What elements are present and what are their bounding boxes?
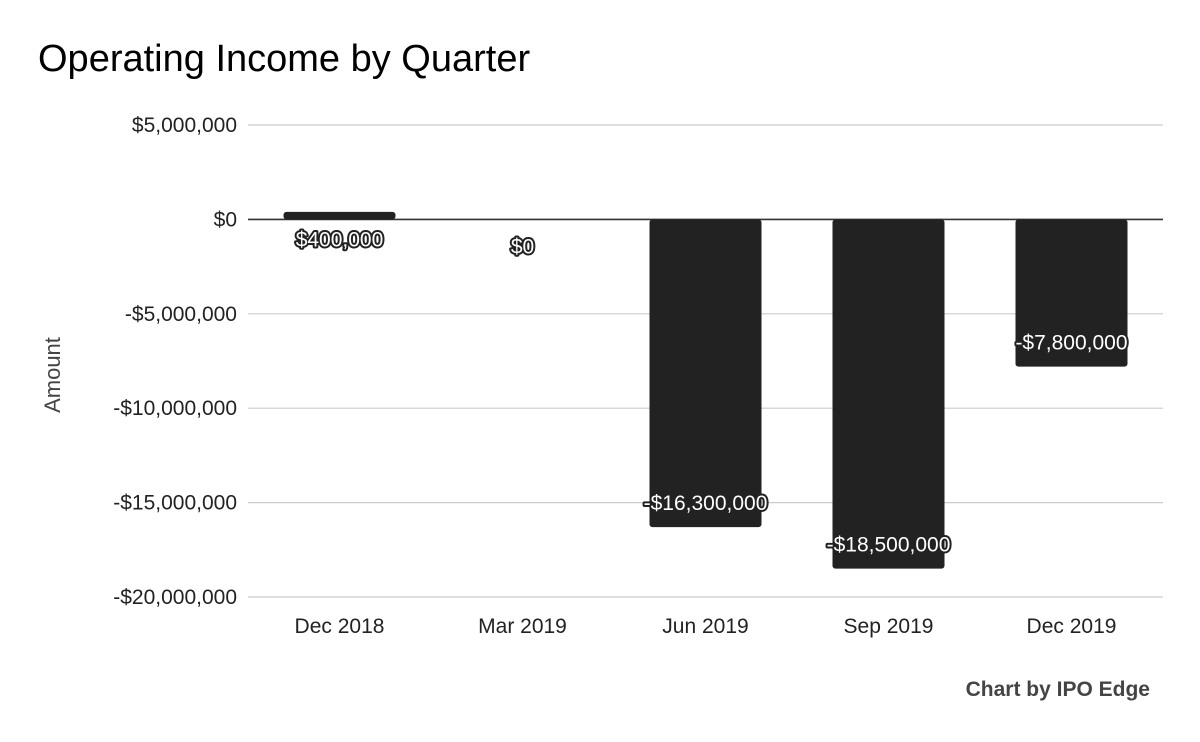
data-label: $400,000	[296, 228, 384, 251]
data-label: -$16,300,000	[644, 492, 768, 515]
x-tick-label: Mar 2019	[478, 615, 567, 638]
x-tick-label: Dec 2018	[295, 615, 385, 638]
x-tick-label: Sep 2019	[844, 615, 934, 638]
x-tick-label: Jun 2019	[662, 615, 748, 638]
bar	[1015, 219, 1128, 367]
y-tick-label: -$20,000,000	[113, 586, 237, 609]
y-tick-label: -$5,000,000	[125, 303, 237, 326]
data-label: -$18,500,000	[827, 534, 951, 557]
bar	[283, 211, 396, 220]
x-tick-label: Dec 2019	[1027, 615, 1117, 638]
bar	[649, 219, 762, 528]
chart-credit: Chart by IPO Edge	[965, 678, 1150, 701]
y-tick-label: $0	[214, 208, 237, 231]
data-label: $0	[511, 235, 534, 258]
data-label: -$7,800,000	[1015, 332, 1127, 355]
y-tick-label: -$15,000,000	[113, 492, 237, 515]
bar	[832, 219, 945, 569]
y-tick-label: -$10,000,000	[113, 397, 237, 420]
chart-title: Operating Income by Quarter	[38, 38, 531, 80]
y-tick-label: $5,000,000	[132, 114, 237, 137]
